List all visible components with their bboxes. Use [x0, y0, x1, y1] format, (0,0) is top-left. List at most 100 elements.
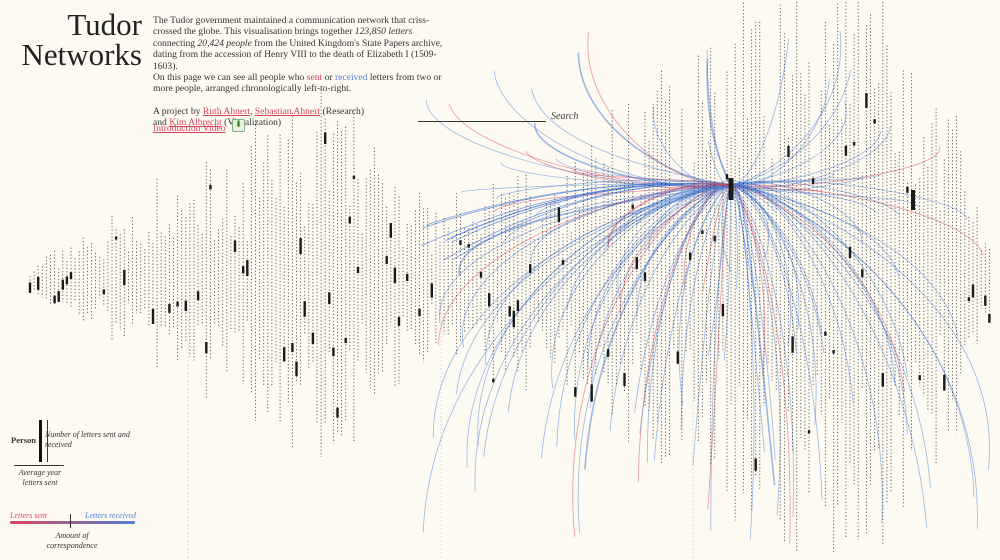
search-input[interactable]	[418, 121, 546, 122]
connection-line	[577, 184, 732, 533]
person-mark	[516, 300, 520, 312]
person-mark	[123, 269, 126, 286]
introduction-video-link[interactable]: Introduction Video	[153, 123, 226, 134]
connection-line	[531, 88, 732, 186]
person-mark	[492, 378, 495, 383]
person-mark	[356, 266, 360, 273]
person-mark	[529, 264, 532, 274]
person-mark	[635, 257, 638, 270]
connection-line	[730, 30, 842, 186]
person-mark	[246, 260, 249, 276]
connection-line	[706, 59, 732, 186]
person-mark	[918, 375, 921, 381]
description-text-2b: or	[322, 72, 335, 84]
author-link-ruth[interactable]: Ruth Ahnert	[202, 105, 250, 117]
person-mark	[459, 240, 462, 245]
legend-horizontal-arrow	[14, 465, 64, 466]
person-mark	[332, 347, 335, 357]
person-mark	[906, 186, 909, 193]
author-link-sebastian[interactable]: Sebastian Ahnert	[254, 105, 321, 117]
connection-line	[574, 184, 732, 440]
legend-received-label: Letters received	[85, 511, 137, 520]
legend-year-description: Average year letters sent	[18, 468, 62, 487]
person-mark	[561, 259, 565, 265]
person-mark	[824, 331, 827, 336]
author-link-kim[interactable]: Kim Albrecht	[169, 117, 222, 129]
connection-line	[566, 184, 732, 310]
person-mark	[348, 216, 351, 224]
person-mark	[102, 289, 105, 295]
connection-line	[474, 184, 732, 492]
connection-line	[587, 184, 732, 370]
person-mark	[295, 361, 298, 377]
person-mark	[754, 458, 757, 471]
connection-line	[730, 184, 825, 354]
person-mark	[967, 297, 971, 302]
person-mark	[701, 230, 704, 234]
connection-line	[422, 184, 732, 533]
legend-gradient-line	[10, 521, 135, 524]
person-mark	[299, 238, 302, 254]
legend-bar-description: Number of letters sent and received	[45, 430, 130, 449]
person-mark	[606, 349, 610, 357]
person-mark	[28, 282, 32, 293]
person-mark	[881, 373, 884, 387]
person-mark	[873, 119, 876, 124]
person-mark	[242, 266, 245, 274]
person-mark	[205, 342, 208, 354]
connection-lines	[420, 30, 990, 544]
person-mark	[352, 175, 356, 180]
legend-vertical-arrow	[47, 420, 48, 462]
connection-line	[692, 184, 732, 467]
person-mark	[196, 291, 200, 301]
credits-sep: ,	[250, 105, 255, 117]
person-mark	[168, 304, 171, 313]
person-mark	[53, 295, 56, 304]
connection-line	[589, 184, 732, 408]
page-title: Tudor Networks	[21, 7, 142, 72]
connection-line	[730, 184, 905, 392]
sent-word: sent	[306, 72, 323, 84]
connection-line	[584, 184, 732, 470]
person-mark	[418, 308, 421, 317]
credits-role-research: (Research)	[320, 105, 365, 117]
description: The Tudor government maintained a commun…	[153, 15, 453, 140]
connection-line	[730, 184, 794, 517]
connection-line	[420, 183, 732, 247]
legend-sent-label: Letters sent	[10, 511, 48, 520]
connection-line	[587, 32, 732, 187]
person-mark	[861, 269, 864, 278]
connection-line	[730, 181, 901, 216]
connection-line	[730, 184, 928, 529]
person-mark	[328, 292, 331, 305]
video-download-icon[interactable]: ⬇	[232, 119, 245, 132]
connection-line	[653, 184, 732, 461]
connection-line	[730, 131, 882, 186]
person-mark	[65, 276, 69, 285]
person-mark	[397, 316, 401, 326]
connection-line	[730, 101, 847, 186]
person-mark	[911, 190, 915, 210]
connection-line	[458, 184, 732, 276]
people-marks	[28, 2, 991, 552]
person-mark	[184, 300, 187, 311]
description-text-1b: connecting	[153, 37, 198, 49]
person-mark	[233, 240, 237, 252]
credits-and: and	[153, 117, 170, 129]
person-mark	[643, 272, 647, 282]
person-mark	[176, 301, 179, 307]
person-mark	[488, 293, 491, 307]
connection-line	[448, 103, 732, 187]
legend-person-label: Person	[11, 435, 37, 445]
person-mark	[114, 236, 118, 240]
person-mark	[406, 273, 409, 281]
connection-line	[730, 145, 940, 187]
selected-person-mark	[728, 178, 734, 200]
person-mark	[811, 178, 815, 185]
connection-line	[730, 184, 908, 434]
person-mark	[37, 276, 40, 290]
person-mark	[865, 93, 868, 109]
person-mark	[725, 174, 729, 180]
person-mark	[385, 256, 388, 264]
